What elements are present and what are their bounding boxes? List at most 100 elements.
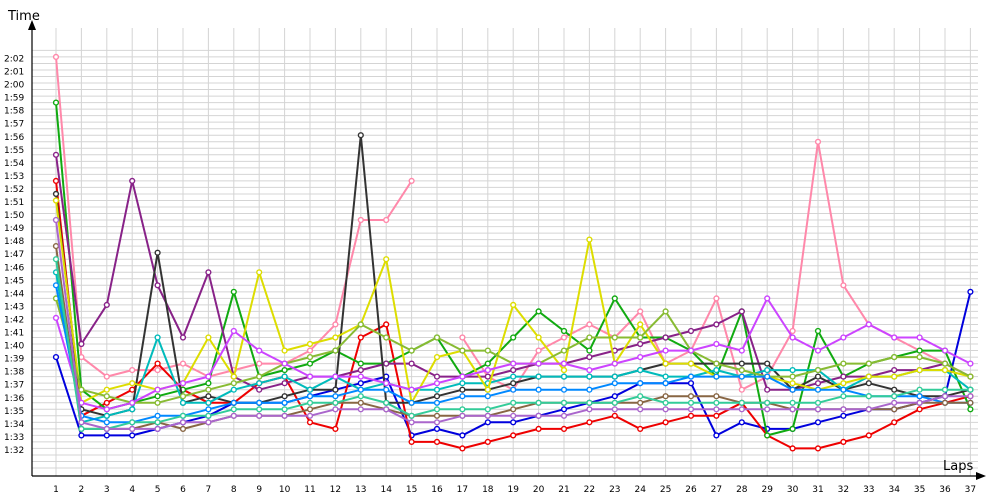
series-point <box>916 393 923 400</box>
series-point <box>459 347 466 354</box>
x-tick-label: 35 <box>914 485 925 495</box>
series-point <box>535 360 542 367</box>
series-point <box>281 367 288 374</box>
series-point <box>205 419 212 426</box>
y-tick-label: 2:01 <box>4 68 24 78</box>
series-point <box>459 334 466 341</box>
series-point <box>484 419 491 426</box>
series-point <box>560 360 568 367</box>
series-point <box>662 334 669 341</box>
series-point <box>484 367 491 374</box>
series-point <box>941 360 949 367</box>
x-axis-title: Laps <box>943 459 973 474</box>
series-point <box>357 367 364 374</box>
series-point <box>814 347 822 354</box>
series-point <box>205 399 212 406</box>
series-point <box>637 406 644 413</box>
series-point <box>789 334 796 341</box>
series-point <box>738 406 745 413</box>
series-point <box>484 360 491 367</box>
series-point <box>687 360 695 367</box>
series-point <box>789 380 796 387</box>
series-point <box>230 288 237 295</box>
series-point <box>281 393 288 400</box>
series-point <box>637 308 644 315</box>
series-point <box>52 197 60 204</box>
series-point <box>52 53 60 61</box>
series-point <box>764 295 771 302</box>
x-tick-label: 4 <box>129 485 135 495</box>
series-point <box>662 406 669 413</box>
series-point <box>154 419 161 426</box>
series-point <box>560 386 568 393</box>
series-point <box>814 367 822 374</box>
series-point <box>256 373 263 380</box>
series-point <box>357 360 364 367</box>
series-point <box>459 432 466 439</box>
y-tick-label: 1:54 <box>4 159 24 169</box>
series-point <box>789 399 796 406</box>
series-point <box>129 425 136 433</box>
series-point <box>560 406 568 413</box>
series-point <box>662 373 669 380</box>
series-point <box>713 399 720 406</box>
series-point <box>383 386 390 393</box>
axes: Time Laps <box>7 9 986 480</box>
series-point <box>713 367 720 374</box>
series-point <box>78 432 85 439</box>
series-point <box>357 393 364 400</box>
y-tick-label: 1:43 <box>4 302 24 312</box>
series-point <box>586 399 593 406</box>
series-point <box>814 406 822 413</box>
x-tick-label: 16 <box>431 485 443 495</box>
y-tick-label: 1:42 <box>4 315 24 325</box>
series-point <box>814 380 822 387</box>
series-point <box>154 412 161 419</box>
series-point <box>764 432 771 439</box>
y-tick-label: 1:39 <box>4 355 24 365</box>
series-point <box>281 406 288 413</box>
y-tick-label: 1:35 <box>4 407 24 417</box>
series-point <box>560 327 568 335</box>
series-point <box>586 386 593 393</box>
series-point <box>357 406 364 413</box>
series-point <box>383 380 390 387</box>
series-point <box>230 412 237 419</box>
series-point <box>459 380 466 387</box>
x-tick-label: 3 <box>104 485 110 495</box>
series-point <box>510 419 517 426</box>
series-point <box>611 373 618 380</box>
series-point <box>738 373 745 380</box>
series-point <box>205 406 212 413</box>
series-point <box>383 406 390 413</box>
series-point <box>332 393 339 400</box>
series-point <box>332 334 339 341</box>
series-point <box>586 347 593 354</box>
series-point <box>662 419 669 426</box>
series-point <box>814 327 822 335</box>
series-point <box>814 373 822 380</box>
series-point <box>611 380 618 387</box>
series-point <box>408 412 415 419</box>
series-point <box>814 445 822 452</box>
series-point <box>281 373 288 380</box>
series-point <box>967 360 974 367</box>
series-point <box>357 386 364 393</box>
series-point <box>510 406 517 413</box>
y-tick-label: 1:40 <box>4 342 24 352</box>
series-point <box>52 99 60 106</box>
series-point <box>560 347 568 354</box>
series-point <box>433 399 441 406</box>
series-point <box>306 373 314 380</box>
series-point <box>662 360 669 367</box>
series-point <box>484 406 491 413</box>
series-point <box>713 393 720 400</box>
series-point <box>103 373 110 380</box>
series-point <box>840 393 847 400</box>
series-point <box>764 399 771 406</box>
series-point <box>687 373 695 380</box>
y-tick-label: 1:59 <box>4 94 24 104</box>
series-point <box>205 334 212 341</box>
series-point <box>764 373 771 380</box>
series-point <box>52 216 60 224</box>
